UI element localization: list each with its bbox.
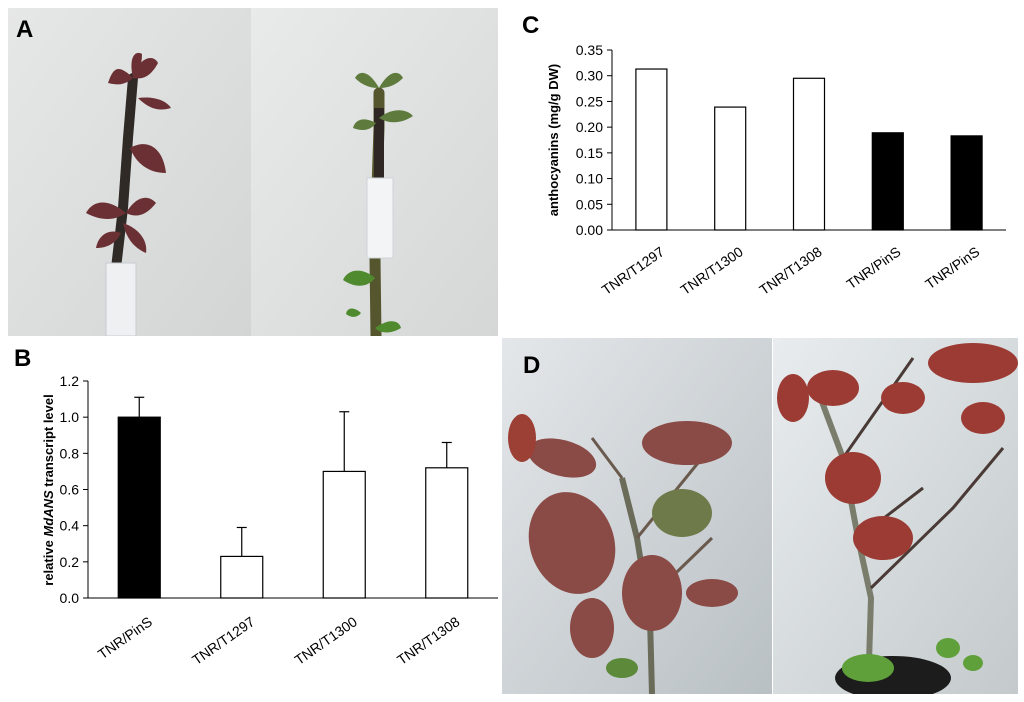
x-category-label: TNR/T1308 bbox=[756, 243, 825, 298]
x-category-label: TNR/T1297 bbox=[189, 613, 258, 668]
y-tick-label: 0.35 bbox=[576, 42, 603, 58]
bar bbox=[950, 135, 983, 231]
y-tick-label: 0.2 bbox=[60, 554, 80, 570]
chart-c-y-axis-label: anthocyanins (mg/g DW) bbox=[546, 64, 561, 216]
chart-b-y-axis-label: relative MdANS transcript level bbox=[41, 394, 56, 585]
panel-label-c: C bbox=[522, 12, 540, 39]
y-tick-label: 1.0 bbox=[60, 409, 80, 425]
bar bbox=[871, 132, 904, 231]
bar bbox=[714, 106, 747, 231]
bar bbox=[322, 470, 366, 599]
x-category-label: TNR/PinS bbox=[843, 243, 903, 292]
x-category-label: TNR/T1300 bbox=[677, 243, 746, 298]
y-tick-label: 0.30 bbox=[576, 68, 603, 84]
y-tick-label: 0.25 bbox=[576, 93, 603, 109]
y-tick-label: 0.20 bbox=[576, 119, 603, 135]
bar bbox=[635, 68, 668, 231]
x-category-label: TNR/T1300 bbox=[292, 613, 361, 668]
bar bbox=[792, 77, 826, 231]
y-tick-label: 0.15 bbox=[576, 145, 603, 161]
panel-a-photo-left bbox=[8, 8, 251, 336]
y-tick-label: 0.10 bbox=[576, 171, 603, 187]
x-category-label: TNR/PinS bbox=[95, 613, 155, 662]
panel-label-a: A bbox=[16, 16, 34, 43]
y-tick-label: 0.05 bbox=[576, 196, 603, 212]
panel-d-photo-left bbox=[502, 338, 772, 694]
bar bbox=[220, 555, 264, 599]
y-tick-label: 0.6 bbox=[60, 482, 80, 498]
panel-d-photo-right bbox=[773, 338, 1018, 694]
panel-label-d: D bbox=[523, 352, 541, 379]
y-tick-label: 0.4 bbox=[60, 518, 80, 534]
chart-b-mdans-expression: relative MdANS transcript level 0.0 0.2 0.… bbox=[41, 373, 498, 668]
panel-label-b: B bbox=[14, 345, 32, 372]
x-category-label: TNR/T1297 bbox=[599, 243, 668, 298]
y-tick-label: 0.0 bbox=[60, 590, 80, 606]
y-tick-label: 0.00 bbox=[576, 222, 603, 238]
x-category-label: TNR/T1308 bbox=[394, 613, 463, 668]
x-category-label: TNR/PinS bbox=[922, 243, 982, 292]
panel-a-photo-right bbox=[251, 8, 498, 336]
bar bbox=[425, 467, 469, 599]
y-tick-label: 0.8 bbox=[60, 445, 80, 461]
bar bbox=[117, 416, 161, 599]
chart-c-anthocyanins: anthocyanins (mg/g DW) 0.00 0.05 0.10 0.15 0… bbox=[546, 42, 1006, 298]
y-tick-label: 1.2 bbox=[60, 373, 80, 389]
